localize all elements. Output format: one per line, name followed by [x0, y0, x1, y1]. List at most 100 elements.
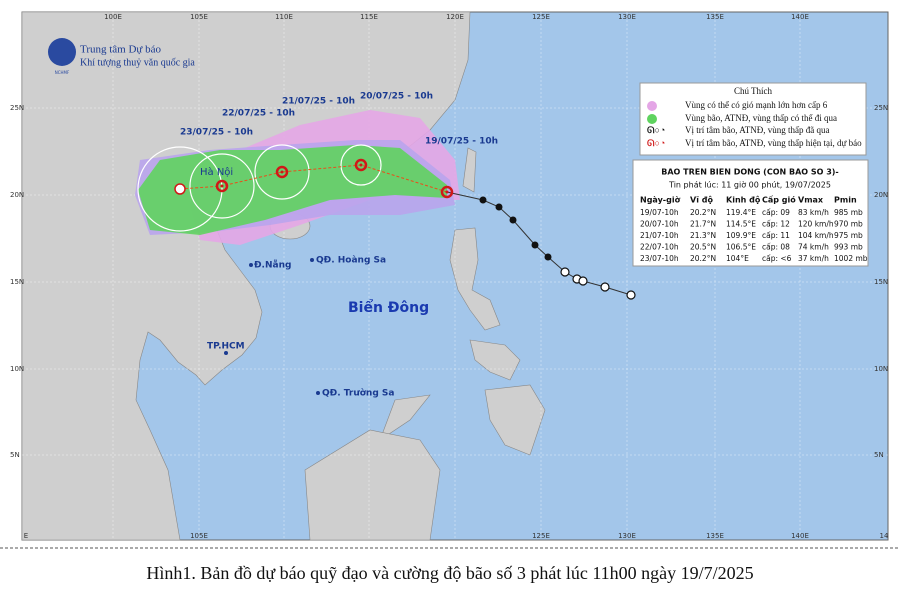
forecast-label: 22/07/25 - 10h	[222, 109, 295, 119]
table-cell: 20.2°N	[690, 208, 716, 217]
table-cell: 1002 mb	[834, 254, 868, 263]
legend-symbol: ᘏ○◔	[647, 138, 665, 148]
info-box	[632, 159, 869, 267]
sea-label: Biển Đông	[348, 299, 429, 316]
forecast-label: 23/07/25 - 10h	[180, 128, 253, 138]
table-cell: 114.5°E	[726, 220, 756, 229]
table-cell: cấp: <6	[762, 254, 792, 263]
legend-item: Vùng bão, ATNĐ, vùng thấp có thể đi qua	[685, 113, 837, 123]
legend-swatch	[647, 114, 657, 124]
logo-mark	[48, 38, 76, 66]
past-storm-center	[479, 196, 487, 204]
axis-label: 25N	[874, 104, 888, 112]
place-label: Hà Nội	[200, 166, 233, 178]
legend-swatch	[647, 101, 657, 111]
uncertainty-circle	[137, 146, 223, 232]
forecast-label: 19/07/25 - 10h	[425, 137, 498, 147]
table-cell: 119.4°E	[726, 208, 756, 217]
table-header: Kinh độ	[726, 196, 761, 205]
forecast-storm-eye	[220, 184, 224, 188]
forecast-storm-eye	[359, 163, 363, 167]
place-label: Đ.Nẵng	[254, 260, 291, 271]
axis-label: 25N	[10, 104, 24, 112]
forecast-storm-center	[215, 179, 229, 193]
table-cell: 985 mb	[834, 208, 863, 217]
place-label: QĐ. Hoàng Sa	[316, 256, 386, 266]
past-depression-center	[600, 282, 610, 292]
table-cell: 20/07-10h	[640, 220, 679, 229]
table-cell: cấp: 08	[762, 243, 790, 252]
axis-label: E	[24, 532, 28, 540]
table-header: Cấp gió	[762, 195, 796, 205]
past-storm-center	[495, 203, 503, 211]
past-depression-center	[578, 276, 588, 286]
place-dot	[310, 258, 314, 262]
table-cell: 104 km/h	[798, 231, 834, 240]
table-cell: 19/07-10h	[640, 208, 679, 217]
table-cell: 21/07-10h	[640, 231, 679, 240]
forecast-low-center	[174, 183, 186, 195]
borneo	[304, 429, 441, 541]
place-dot	[249, 263, 253, 267]
legend-item: Vùng có thể có gió mạnh lớn hơn cấp 6	[685, 100, 828, 110]
legend-item: Vị trí tâm bão, ATNĐ, vùng thấp hiện tại…	[685, 138, 862, 148]
luzon	[449, 227, 501, 331]
axis-label: 120E	[446, 13, 464, 21]
table-cell: 74 km/h	[798, 243, 829, 252]
taiwan	[462, 147, 477, 193]
logo: NCHMF Trung tâm Dự báo Khí tượng thuỷ vă…	[48, 38, 195, 75]
table-cell: 21.7°N	[690, 220, 716, 229]
table-cell: 20.2°N	[690, 254, 716, 263]
past-storm-center	[531, 241, 539, 249]
table-header: Vmax	[798, 196, 824, 205]
table-header: Pmin	[834, 196, 857, 205]
table-cell: cấp: 12	[762, 220, 790, 229]
forecast-circles	[137, 144, 382, 232]
legend-title: Chú Thích	[734, 86, 773, 96]
axis-label: 105E	[190, 532, 208, 540]
info-title: BAO TREN BIEN DONG (CON BAO SO 3)-	[661, 168, 839, 177]
table-cell: 37 km/h	[798, 254, 829, 263]
uncertainty-circle	[340, 144, 382, 186]
axis-label: 130E	[618, 13, 636, 21]
table-cell: 20.5°N	[690, 243, 716, 252]
forecast-storm-center	[354, 158, 368, 172]
forecast-storm-center	[275, 165, 289, 179]
axis-label: 5N	[10, 451, 20, 459]
uncertainty-circle	[189, 153, 255, 219]
uncertainty-circle	[254, 144, 310, 200]
axis-label: 135E	[706, 13, 724, 21]
info-panel: BAO TREN BIEN DONG (CON BAO SO 3)- Tin p…	[632, 159, 869, 267]
axis-label: 20N	[874, 191, 888, 199]
palawan	[379, 394, 431, 441]
table-header: Ngày-giờ	[640, 195, 681, 205]
legend: Chú Thích ᘏ○◔ ᘏ○◔ Vùng có thể có gió mạn…	[639, 82, 867, 156]
axis-label: 140E	[791, 13, 809, 21]
past-depression-center	[626, 290, 636, 300]
forecast-storm-eye	[445, 190, 449, 194]
table-cell: cấp: 11	[762, 231, 790, 240]
forecast-storm-eye	[280, 170, 284, 174]
visayas	[469, 339, 521, 381]
table-header: Vĩ độ	[690, 196, 713, 205]
legend-box	[639, 82, 867, 156]
place-label: TP.HCM	[207, 342, 245, 352]
table-cell: cấp: 09	[762, 208, 790, 217]
legend-symbol: ᘏ○◔	[647, 125, 665, 135]
table-cell: 970 mb	[834, 220, 863, 229]
table-cell: 104°E	[726, 254, 749, 263]
place-dot	[224, 351, 228, 355]
table-cell: 22/07-10h	[640, 243, 679, 252]
table-cell: 975 mb	[834, 231, 863, 240]
table-cell: 21.3°N	[690, 231, 716, 240]
axis-label: 15N	[874, 278, 888, 286]
axis-label: 10N	[10, 365, 24, 373]
axis-label: 15N	[10, 278, 24, 286]
axis-label: 10N	[874, 365, 888, 373]
axis-label: 115E	[360, 13, 378, 21]
place-dot	[316, 391, 320, 395]
table-cell: 109.9°E	[726, 231, 756, 240]
legend-item: Vị trí tâm bão, ATNĐ, vùng thấp đã qua	[685, 125, 829, 135]
axis-label: 110E	[275, 13, 293, 21]
